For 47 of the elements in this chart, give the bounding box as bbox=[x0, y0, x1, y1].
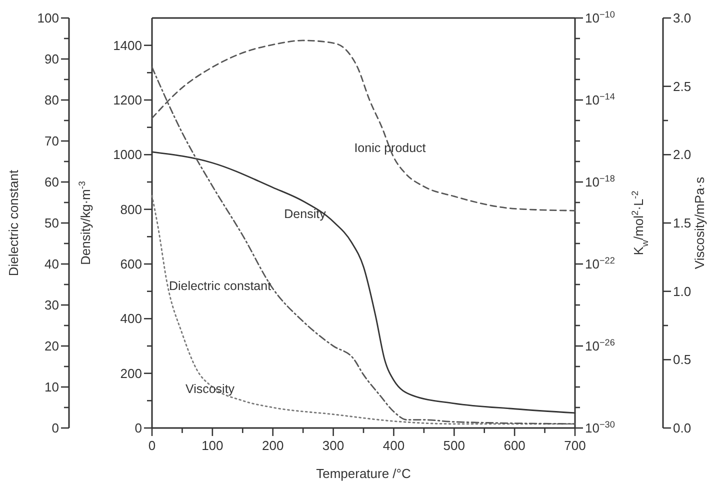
y-tick-label: 600 bbox=[120, 256, 142, 272]
y-axis-title: Dielectric constant bbox=[6, 170, 21, 276]
y-tick-label: 0 bbox=[134, 420, 142, 436]
y-tick-label: 1200 bbox=[113, 92, 142, 108]
y-tick-label: 400 bbox=[120, 311, 142, 326]
y2-tick-label: 10$^{−30}$ bbox=[585, 420, 615, 436]
x-tick-label: 100 bbox=[202, 438, 224, 453]
y2-tick-label: 10$^{−14}$ bbox=[585, 92, 615, 108]
x-tick-label: 600 bbox=[504, 438, 526, 453]
x-tick-label: 500 bbox=[443, 438, 465, 453]
series-label: Viscosity bbox=[185, 382, 236, 396]
y-tick-label: 0 bbox=[52, 420, 59, 436]
y2-tick-label: 10$^{−10}$ bbox=[585, 10, 615, 26]
y2-tick-label: 10$^{−26}$ bbox=[585, 338, 615, 354]
x-tick-label: 400 bbox=[382, 438, 405, 453]
x-axis-title: Temperature /°C bbox=[316, 466, 411, 481]
y-tick-label: 50 bbox=[44, 216, 59, 231]
y-tick-label: 70 bbox=[44, 134, 59, 149]
y3-tick-label: 0.5 bbox=[673, 352, 692, 368]
x-tick-label: 0 bbox=[148, 438, 156, 453]
y-tick-label: 10 bbox=[44, 380, 59, 395]
y2-tick-label: 10$^{−18}$ bbox=[585, 174, 615, 190]
y-tick-label: 40 bbox=[44, 256, 59, 272]
series-label: Density bbox=[284, 207, 327, 221]
y-tick-label: 80 bbox=[44, 92, 59, 108]
y-tick-label: 1400 bbox=[113, 38, 142, 53]
x-tick-label: 200 bbox=[262, 438, 284, 453]
y-tick-label: 100 bbox=[37, 10, 59, 26]
series-label: Dielectric constant bbox=[168, 279, 272, 293]
x-tick-label: 700 bbox=[564, 438, 586, 453]
y2-tick-label: 10$^{−22}$ bbox=[585, 256, 615, 272]
y3-tick-label: 0.0 bbox=[673, 420, 692, 436]
y3-tick-label: 3.0 bbox=[673, 10, 692, 26]
y-tick-label: 1000 bbox=[113, 147, 142, 162]
y-tick-label: 20 bbox=[44, 338, 59, 354]
y-tick-label: 60 bbox=[44, 174, 59, 190]
y-tick-label: 30 bbox=[44, 298, 59, 313]
y3-tick-label: 1.5 bbox=[673, 216, 692, 231]
y3-tick-label: 2.0 bbox=[673, 147, 692, 162]
y3-tick-label: 2.5 bbox=[673, 78, 692, 94]
y3-tick-label: 1.0 bbox=[673, 284, 692, 299]
y-tick-label: 90 bbox=[44, 52, 59, 67]
y-tick-label: 800 bbox=[120, 202, 142, 217]
y-tick-label: 200 bbox=[120, 366, 142, 381]
y3-axis-title: Viscosity/mPa·s bbox=[692, 176, 707, 270]
x-tick-label: 300 bbox=[322, 438, 344, 453]
series-label: Ionic product bbox=[354, 141, 426, 155]
